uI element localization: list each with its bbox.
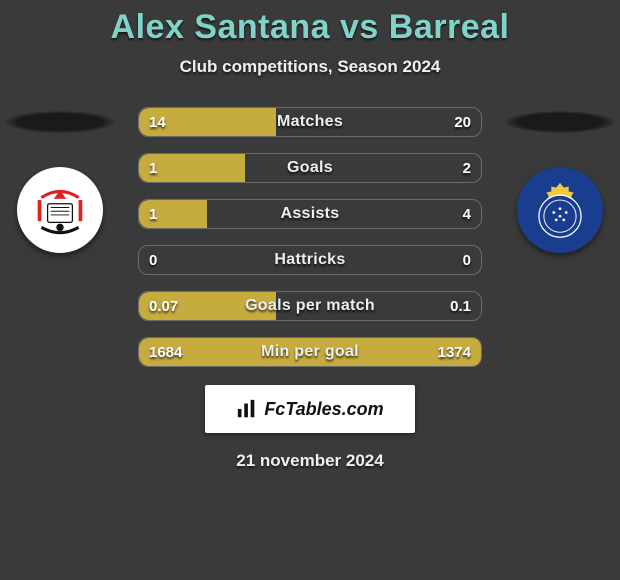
right-value: 0.1 (440, 292, 481, 320)
left-value: 0.07 (139, 292, 188, 320)
left-value: 14 (139, 108, 176, 136)
left-value: 0 (139, 246, 167, 274)
left-value: 1 (139, 154, 167, 182)
right-value: 20 (444, 108, 481, 136)
metric-row: 14Assists (138, 199, 482, 229)
left-club-badge (17, 167, 103, 253)
right-value: 0 (453, 246, 481, 274)
page-subtitle: Club competitions, Season 2024 (0, 57, 620, 77)
shadow-ellipse (505, 111, 615, 133)
metric-label: Hattricks (139, 246, 481, 274)
corinthians-crest-icon (29, 179, 91, 241)
left-value: 1 (139, 200, 167, 228)
metric-row: 0 0Hattricks (138, 245, 482, 275)
date-stamp: 21 november 2024 (0, 451, 620, 471)
right-value: 4 (453, 200, 481, 228)
right-value: 2 (453, 154, 481, 182)
comparison-bars: 1420Matches12Goals14Assists00Hattricks0.… (138, 107, 482, 367)
metric-row: 0.070.1Goals per match (138, 291, 482, 321)
comparison-infographic: Alex Santana vs Barreal Club competition… (0, 0, 620, 471)
brand-badge: FcTables.com (205, 385, 415, 433)
left-value: 1684 (139, 338, 192, 366)
metric-row: 1420Matches (138, 107, 482, 137)
chart-zone: 1420Matches12Goals14Assists00Hattricks0.… (0, 107, 620, 367)
brand-text: FcTables.com (264, 399, 383, 420)
metric-row: 16841374Min per goal (138, 337, 482, 367)
shadow-ellipse (5, 111, 115, 133)
right-player-column (500, 107, 620, 253)
page-title: Alex Santana vs Barreal (0, 8, 620, 47)
cruzeiro-crest-icon (529, 179, 591, 241)
metric-row: 12Goals (138, 153, 482, 183)
right-club-badge (517, 167, 603, 253)
left-player-column (0, 107, 120, 253)
right-value: 1374 (428, 338, 481, 366)
bar-chart-icon (236, 398, 258, 420)
